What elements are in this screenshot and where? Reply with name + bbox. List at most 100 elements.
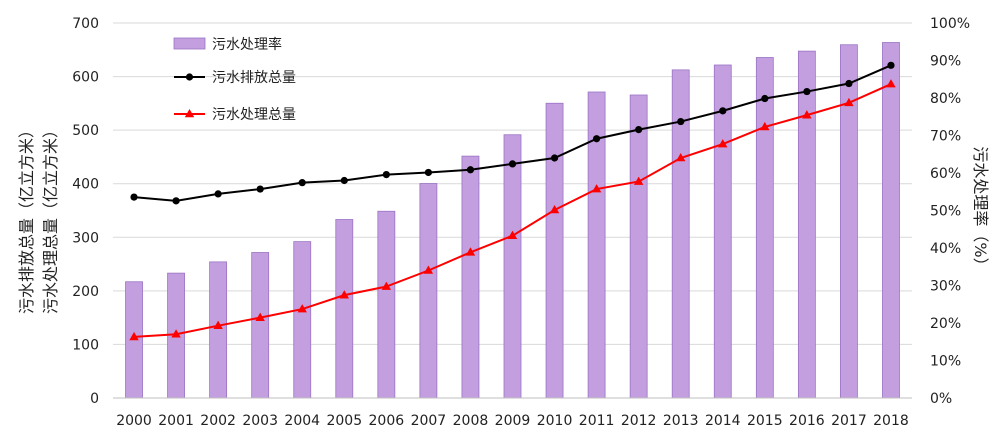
bar — [755, 57, 774, 399]
x-tick-label: 2010 — [537, 413, 573, 429]
right-tick-label: 60% — [930, 166, 961, 182]
bar — [419, 183, 438, 399]
x-tick-label: 2013 — [663, 413, 699, 429]
treated-point — [760, 121, 770, 131]
x-tick-label: 2007 — [411, 413, 447, 429]
left-axis-title-2: 污水处理总量（亿立方米） — [41, 122, 60, 314]
x-tick-label: 2001 — [158, 413, 194, 429]
discharge-point — [719, 107, 727, 115]
right-tick-label: 30% — [930, 279, 961, 295]
bar — [461, 155, 480, 399]
treated-point — [844, 97, 854, 107]
right-tick-label: 40% — [930, 241, 961, 257]
discharge-point — [172, 197, 180, 205]
bar — [840, 44, 858, 399]
left-tick-label: 600 — [72, 70, 99, 86]
treated-point — [886, 79, 896, 88]
x-tick-label: 2015 — [747, 413, 783, 429]
x-tick-label: 2012 — [621, 413, 657, 429]
axes: 0 100 200 300 400 500 600 700 0% 10% 20% 30% 40% 50% 6… — [72, 16, 970, 429]
legend: 污水处理率 污水排放总量 污水处理总量 — [173, 36, 296, 123]
right-tick-label: 50% — [930, 204, 961, 220]
treated-point — [465, 247, 476, 256]
x-tick-label: 2006 — [369, 413, 405, 429]
legend-marker-discharge — [185, 73, 194, 81]
discharge-point — [298, 179, 306, 187]
bar — [713, 64, 732, 399]
x-tick-label: 2005 — [326, 413, 362, 429]
bar — [629, 94, 648, 399]
x-tick-label: 2002 — [200, 413, 236, 429]
left-tick-label: 200 — [72, 284, 99, 300]
discharge-point — [761, 94, 769, 103]
treated-point — [718, 139, 728, 148]
right-tick-label: 70% — [930, 129, 961, 145]
treated-point — [129, 331, 139, 341]
bar — [335, 219, 354, 399]
right-tick-label: 20% — [930, 316, 961, 332]
treated-point — [676, 153, 686, 162]
x-tick-label: 2016 — [789, 413, 825, 429]
x-tick-label: 2018 — [873, 413, 909, 429]
x-tick-label: 2014 — [705, 413, 741, 429]
treated-point — [297, 304, 307, 313]
discharge-point — [256, 185, 264, 193]
bar — [377, 210, 396, 399]
line-series — [129, 61, 896, 341]
left-tick-label: 700 — [72, 16, 99, 32]
discharge-point — [593, 135, 601, 143]
bar — [293, 241, 312, 399]
discharge-point — [845, 79, 853, 88]
discharge-point — [340, 176, 348, 185]
x-tick-label: 2009 — [495, 413, 531, 429]
discharge-point — [214, 190, 222, 198]
treated-point — [339, 290, 349, 299]
discharge-point — [635, 126, 643, 134]
legend-label-bar: 污水处理率 — [212, 36, 282, 53]
left-tick-label: 400 — [72, 177, 99, 193]
treated-point — [255, 312, 265, 321]
treated-point — [423, 265, 434, 274]
discharge-point — [424, 168, 432, 177]
x-tick-label: 2017 — [831, 413, 867, 429]
discharge-point — [803, 87, 811, 96]
treated-point — [507, 230, 518, 239]
discharge-point — [887, 61, 895, 69]
legend-swatch-bar — [173, 37, 206, 50]
discharge-point — [382, 171, 390, 179]
discharge-point — [130, 193, 138, 201]
left-tick-label: 300 — [72, 230, 99, 246]
treated-point — [213, 320, 223, 329]
right-tick-label: 0% — [930, 391, 952, 407]
x-tick-label: 2011 — [579, 413, 615, 429]
legend-label-discharge: 污水排放总量 — [212, 70, 296, 86]
treated-point — [381, 281, 392, 290]
legend-marker-treated — [184, 109, 195, 118]
right-tick-label: 90% — [930, 54, 961, 70]
bar — [503, 134, 522, 399]
bar — [882, 42, 900, 399]
bar — [797, 50, 816, 399]
treated-point — [549, 204, 560, 214]
treated-point — [633, 176, 644, 185]
right-axis-title: 污水处理率（%） — [971, 146, 990, 273]
discharge-point — [677, 117, 685, 126]
x-tick-label: 2000 — [116, 413, 152, 429]
x-tick-label: 2008 — [453, 413, 489, 429]
bar — [209, 261, 228, 399]
left-tick-label: 0 — [90, 391, 99, 407]
treated-point — [591, 184, 602, 193]
treated-point — [802, 110, 812, 119]
left-tick-label: 500 — [72, 123, 99, 139]
right-tick-label: 10% — [930, 354, 961, 370]
x-tick-label: 2003 — [242, 413, 278, 429]
right-tick-label: 100% — [930, 16, 970, 32]
treated-point — [171, 329, 181, 338]
legend-label-treated: 污水处理总量 — [212, 107, 296, 123]
bar — [545, 102, 564, 399]
left-axis-title-1: 污水排放总量（亿立方米） — [17, 122, 36, 314]
discharge-point — [466, 166, 475, 174]
right-tick-label: 80% — [930, 91, 961, 107]
bar — [251, 252, 270, 399]
